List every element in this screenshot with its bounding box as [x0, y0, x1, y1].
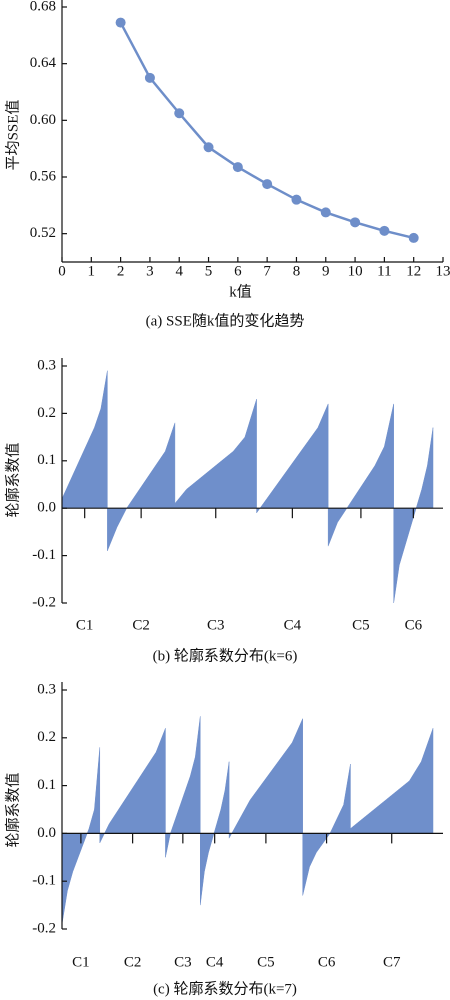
x-tick-label: C5 [352, 617, 370, 633]
point [203, 142, 214, 153]
x-tick-label: 5 [205, 263, 213, 279]
x-tick-label: 0 [58, 263, 66, 279]
point [350, 217, 361, 228]
x-tick-label: 3 [146, 263, 154, 279]
y-tick-label: -0.2 [32, 920, 56, 936]
silhouette-area [350, 728, 434, 834]
x-tick-label: C3 [207, 617, 225, 633]
silhouette-area [327, 403, 394, 547]
x-tick-label: 2 [117, 263, 125, 279]
y-tick-label: -0.1 [32, 547, 56, 563]
point [115, 17, 126, 28]
y-tick-label: 0.3 [37, 357, 56, 373]
x-axis-label: k值 [229, 283, 252, 300]
x-tick-label: 12 [406, 263, 421, 279]
y-axis-label: 轮廓系数值 [4, 442, 21, 517]
x-tick-label: C2 [132, 617, 150, 633]
silhouette-area [99, 728, 166, 844]
point [379, 225, 390, 236]
y-tick-label: -0.2 [32, 594, 56, 610]
x-tick-label: 9 [322, 263, 330, 279]
point [320, 207, 331, 218]
x-tick-label: C3 [174, 954, 192, 970]
y-tick-label: 0.0 [37, 825, 56, 841]
x-tick-label: 8 [293, 263, 301, 279]
x-tick-label: 4 [175, 263, 183, 279]
x-tick-label: 1 [88, 263, 96, 279]
point [144, 72, 155, 83]
y-tick-label: 0.64 [30, 55, 57, 71]
y-tick-label: 0.60 [30, 112, 56, 128]
chart-title: (a) SSE随k值的变化趋势 [146, 312, 305, 329]
silhouette-area [228, 718, 303, 839]
x-tick-label: 11 [377, 263, 391, 279]
silhouette-area [302, 764, 351, 896]
y-tick-label: 0.1 [37, 452, 56, 468]
y-axis-label: 平均SSE值 [4, 100, 21, 171]
x-tick-label: 7 [263, 263, 271, 279]
x-tick-label: 6 [234, 263, 242, 279]
x-tick-label: C2 [124, 954, 142, 970]
x-tick-label: C5 [257, 954, 275, 970]
silhouette-area [256, 403, 329, 514]
x-tick-label: C6 [318, 954, 336, 970]
point [291, 194, 302, 205]
point [174, 108, 185, 119]
x-tick-label: C4 [284, 617, 302, 633]
silhouette-area [61, 370, 108, 509]
chart-title: (c) 轮廓系数分布(k=7) [153, 980, 297, 997]
x-tick-label: C6 [405, 617, 423, 633]
y-axis-label: 轮廓系数值 [4, 772, 21, 847]
chart-title: (b) 轮廓系数分布(k=6) [153, 647, 298, 664]
y-tick-label: 0.1 [37, 777, 56, 793]
x-tick-label: C4 [206, 954, 224, 970]
silhouette-area [165, 716, 201, 858]
y-tick-label: 0.3 [37, 681, 56, 697]
x-tick-label: 13 [436, 263, 450, 279]
x-tick-label: C1 [76, 617, 94, 633]
x-tick-label: C7 [383, 954, 401, 970]
silhouette-area [174, 399, 257, 509]
y-tick-label: 0.56 [30, 168, 57, 184]
x-tick-label: C1 [72, 954, 90, 970]
y-tick-label: 0.68 [30, 0, 56, 14]
point [232, 162, 243, 173]
point [408, 232, 419, 243]
x-tick-label: 10 [348, 263, 363, 279]
y-tick-label: -0.1 [32, 873, 56, 889]
silhouette-area [107, 422, 176, 551]
y-tick-label: 0.52 [30, 225, 56, 241]
line [119, 21, 414, 240]
y-tick-label: 0.2 [37, 729, 56, 745]
y-tick-label: 0.2 [37, 405, 56, 421]
y-tick-label: 0.0 [37, 500, 56, 516]
point [262, 179, 273, 190]
